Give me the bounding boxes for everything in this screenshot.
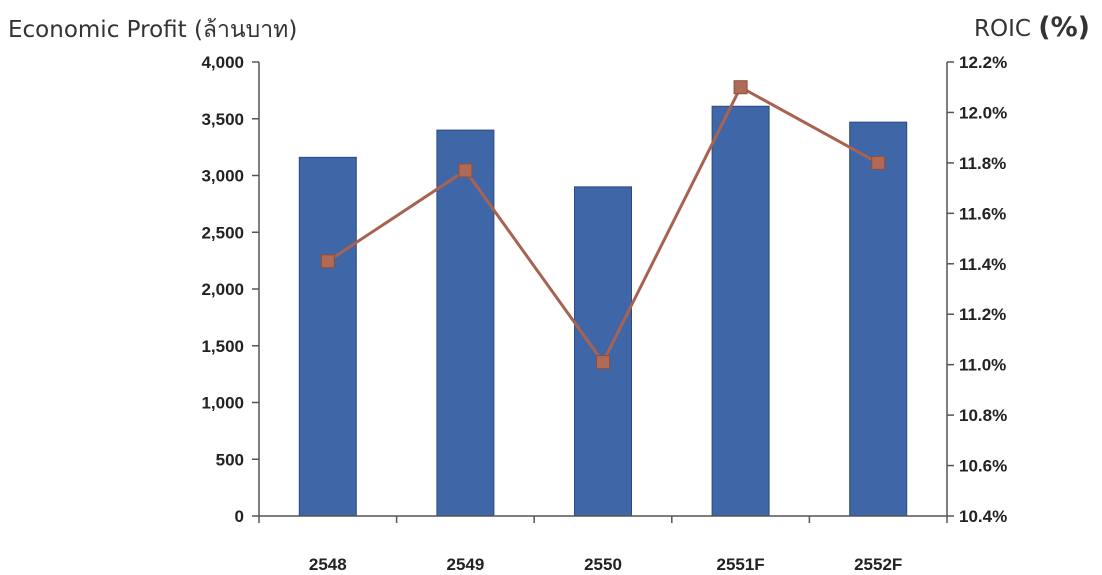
- bar-2550: [574, 186, 632, 517]
- roic-point-2550: [596, 355, 610, 370]
- bar-2552F: [849, 121, 908, 517]
- roic-point-2551F: [733, 80, 748, 95]
- roic-point-2549: [458, 163, 473, 178]
- left-tick-label: 3,500: [201, 110, 244, 129]
- right-tick-label: 11.4%: [959, 255, 1006, 274]
- right-tick-label: 10.4%: [959, 507, 1007, 526]
- right-tick-label: 10.8%: [959, 406, 1007, 425]
- left-tick-label: 3,000: [201, 167, 244, 186]
- right-tick-label: 11.2%: [959, 305, 1006, 324]
- x-tick-label: 2551F: [716, 555, 764, 574]
- left-tick-label: 2,500: [201, 223, 244, 242]
- bar-2548: [298, 156, 357, 517]
- right-tick-label: 11.8%: [959, 154, 1006, 173]
- right-tick-label: 10.6%: [959, 457, 1007, 476]
- left-tick-label: 4,000: [201, 53, 244, 72]
- left-tick-label: 1,000: [201, 394, 244, 413]
- x-tick-label: 2550: [584, 555, 622, 574]
- left-tick-label: 2,000: [201, 280, 244, 299]
- roic-point-2548: [320, 254, 335, 269]
- left-tick-label: 1,500: [201, 337, 244, 356]
- x-tick-label: 2552F: [854, 555, 902, 574]
- right-axis-title: ROIC (%): [974, 12, 1090, 43]
- right-tick-label: 11.0%: [959, 356, 1006, 375]
- right-axis-title-unit: (%): [1038, 12, 1090, 43]
- left-tick-label: 500: [216, 450, 244, 469]
- x-tick-label: 2548: [309, 555, 347, 574]
- right-axis-title-text: ROIC: [974, 16, 1039, 42]
- right-tick-label: 12.2%: [959, 53, 1007, 72]
- bar-2549: [436, 129, 495, 517]
- right-tick-label: 12.0%: [959, 103, 1007, 122]
- bar-2551F: [711, 105, 770, 517]
- roic-point-2552F: [871, 155, 886, 170]
- left-axis-title: Economic Profit (ล้านบาท): [8, 17, 298, 43]
- left-tick-label: 0: [235, 507, 244, 526]
- x-tick-label: 2549: [446, 555, 484, 574]
- right-tick-label: 11.6%: [959, 204, 1006, 223]
